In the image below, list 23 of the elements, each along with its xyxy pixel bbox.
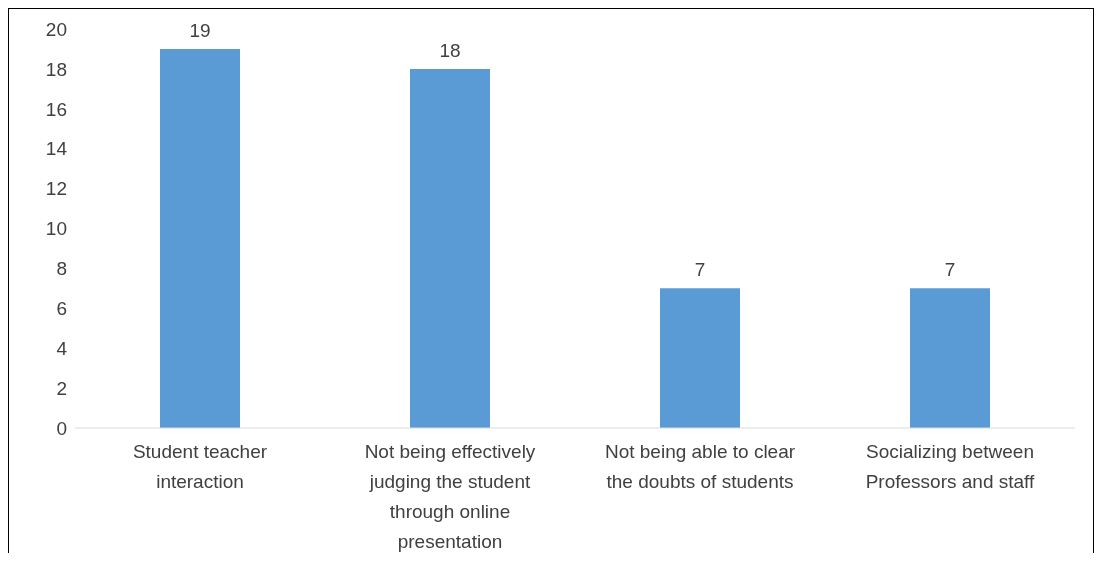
y-tick-label: 2 xyxy=(56,377,67,399)
bar xyxy=(660,288,740,428)
x-tick-label: Not being able to clear the doubts of students xyxy=(604,441,796,492)
data-label: 7 xyxy=(694,259,706,281)
x-tick-label: Not being effectively judging the student through online presentation xyxy=(364,441,536,552)
y-tick-label: 14 xyxy=(45,138,68,160)
y-tick-label: 10 xyxy=(45,218,67,240)
y-tick-label: 18 xyxy=(45,58,67,80)
x-tick-label: Student teacher interaction xyxy=(132,441,268,492)
bar xyxy=(910,288,990,428)
y-tick-label: 12 xyxy=(45,178,67,200)
y-tick-label: 6 xyxy=(56,298,67,320)
y-tick-label: 20 xyxy=(45,18,67,40)
bar xyxy=(160,48,240,428)
bar xyxy=(410,68,490,428)
y-tick-label: 0 xyxy=(56,417,67,439)
x-tick-label: Socializing between Professors and staff xyxy=(865,441,1036,492)
data-label: 7 xyxy=(944,259,956,281)
data-label: 18 xyxy=(439,39,461,61)
y-tick-label: 8 xyxy=(56,258,67,280)
data-label: 19 xyxy=(189,19,211,41)
y-tick-label: 16 xyxy=(45,98,67,120)
y-tick-label: 4 xyxy=(56,337,68,359)
